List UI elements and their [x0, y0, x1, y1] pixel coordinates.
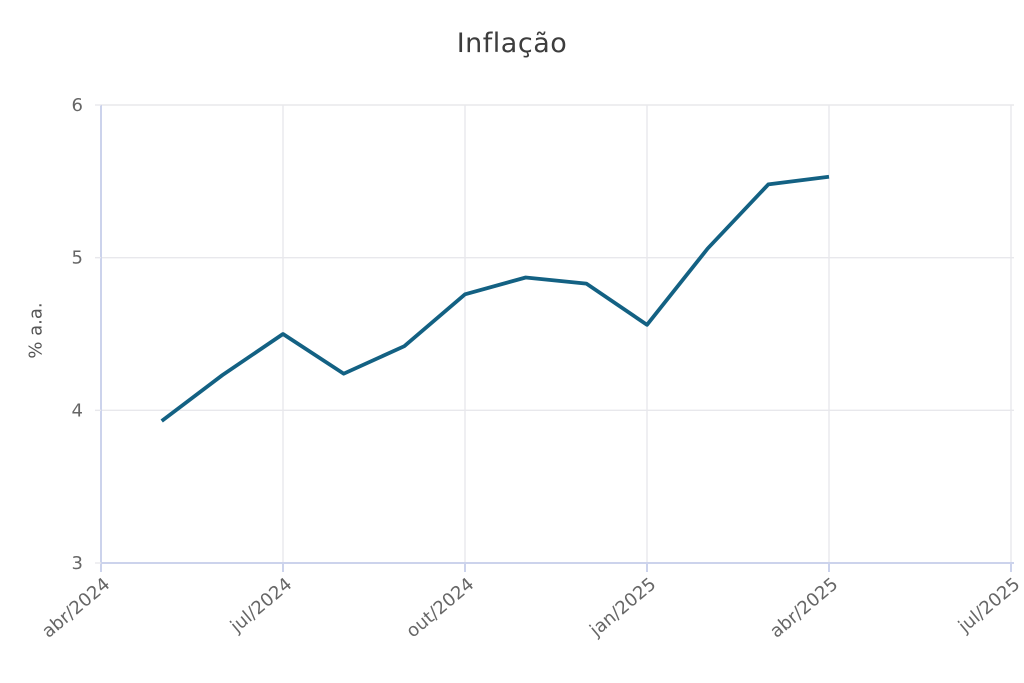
inflation-series-line [160, 174, 830, 423]
y-tick-label: 4 [72, 400, 83, 421]
x-tick-label: out/2024 [402, 574, 478, 642]
x-tick-label: jul/2025 [954, 574, 1024, 638]
y-tick-label: 5 [72, 248, 83, 269]
x-tick-label: abr/2025 [766, 574, 842, 643]
x-tick-label: jul/2024 [226, 574, 296, 638]
y-tick-label: 6 [72, 95, 83, 116]
x-tick-label: abr/2024 [38, 574, 114, 643]
y-tick-label: 3 [72, 553, 83, 574]
x-tick-label: jan/2025 [585, 574, 660, 642]
chart-title: Inflação [456, 28, 568, 59]
